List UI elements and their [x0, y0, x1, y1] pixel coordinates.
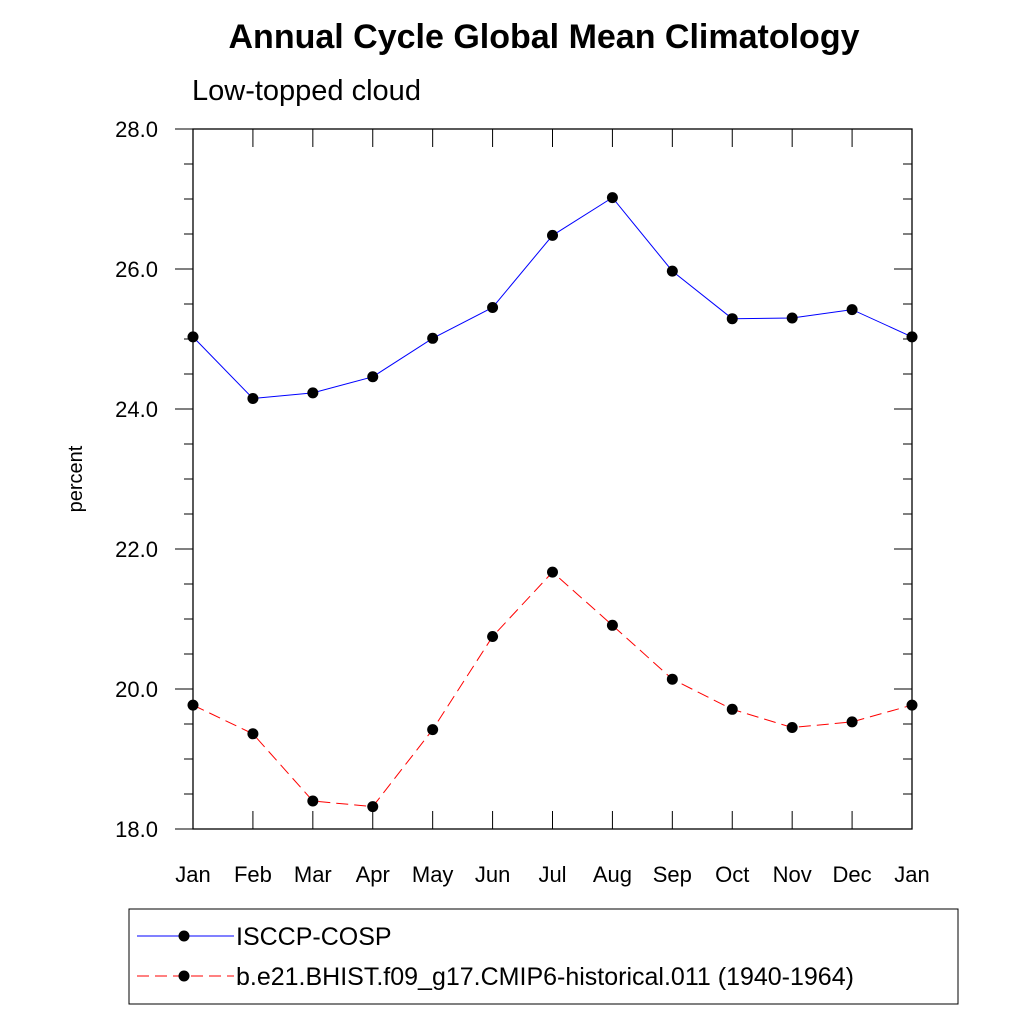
data-point-series-1	[427, 332, 439, 344]
data-point-series-1	[247, 393, 259, 404]
data-point-series-2	[606, 619, 618, 631]
series-line-2	[192, 571, 913, 808]
data-point-series-1	[846, 304, 858, 316]
x-tick-label: Jun	[475, 862, 510, 887]
x-tick-label: Aug	[593, 862, 632, 887]
data-point-series-2	[726, 703, 738, 715]
chart-title: Annual Cycle Global Mean Climatology	[229, 18, 860, 56]
data-point-series-2	[427, 724, 439, 736]
chart-subtitle: Low-topped cloud	[192, 75, 421, 107]
x-tick-label: May	[412, 862, 454, 887]
data-point-series-2	[547, 566, 558, 578]
data-point-series-2	[187, 699, 199, 711]
data-point-series-2	[786, 722, 798, 733]
legend-swatch-marker-1	[178, 930, 190, 942]
series-line-1	[192, 196, 913, 400]
x-tick-label: Sep	[653, 862, 692, 887]
x-tick-label: Apr	[356, 862, 390, 887]
data-point-series-1	[367, 371, 379, 383]
data-point-series-2	[487, 631, 499, 642]
x-tick-label: Feb	[234, 862, 272, 887]
x-tick-label: Nov	[773, 862, 812, 887]
legend-swatch-marker-2	[178, 970, 190, 982]
data-point-series-2	[247, 728, 259, 740]
y-tick-label: 24.0	[115, 397, 158, 422]
y-tick-label: 28.0	[115, 117, 158, 142]
data-point-series-1	[307, 387, 319, 399]
legend-label-2: b.e21.BHIST.f09_g17.CMIP6-historical.011…	[236, 963, 854, 991]
y-tick-label: 26.0	[115, 257, 158, 282]
legend: ISCCP-COSP b.e21.BHIST.f09_g17.CMIP6-hist…	[128, 908, 959, 1005]
y-axis-label: percent	[65, 445, 87, 512]
x-tick-label: Dec	[833, 862, 872, 887]
legend-box	[128, 908, 959, 1005]
data-point-series-1	[666, 265, 678, 277]
data-point-series-2	[846, 716, 858, 728]
y-tick-label: 22.0	[115, 537, 158, 562]
y-tick-label: 20.0	[115, 677, 158, 702]
x-tick-label: Jan	[894, 862, 929, 887]
data-point-series-2	[307, 795, 319, 807]
y-tick-label: 18.0	[115, 817, 158, 842]
data-point-series-1	[187, 331, 199, 343]
x-tick-label: Oct	[715, 862, 749, 887]
data-point-series-1	[547, 229, 558, 241]
data-point-series-1	[906, 331, 918, 343]
data-point-series-2	[367, 801, 379, 813]
data-point-series-1	[726, 313, 738, 325]
x-tick-label: Jul	[538, 862, 566, 887]
data-point-series-1	[786, 312, 798, 324]
data-point-series-1	[606, 192, 618, 204]
x-tick-label: Jan	[175, 862, 210, 887]
data-point-series-2	[906, 699, 918, 711]
x-tick-label: Mar	[294, 862, 332, 887]
data-point-series-2	[666, 673, 678, 685]
data-point-series-1	[487, 302, 499, 313]
plot-area: Jan Feb Mar Apr May Jun Jul Aug Sep Oct Nov Dec Jan 1…	[115, 117, 930, 887]
legend-label-1: ISCCP-COSP	[236, 923, 392, 951]
